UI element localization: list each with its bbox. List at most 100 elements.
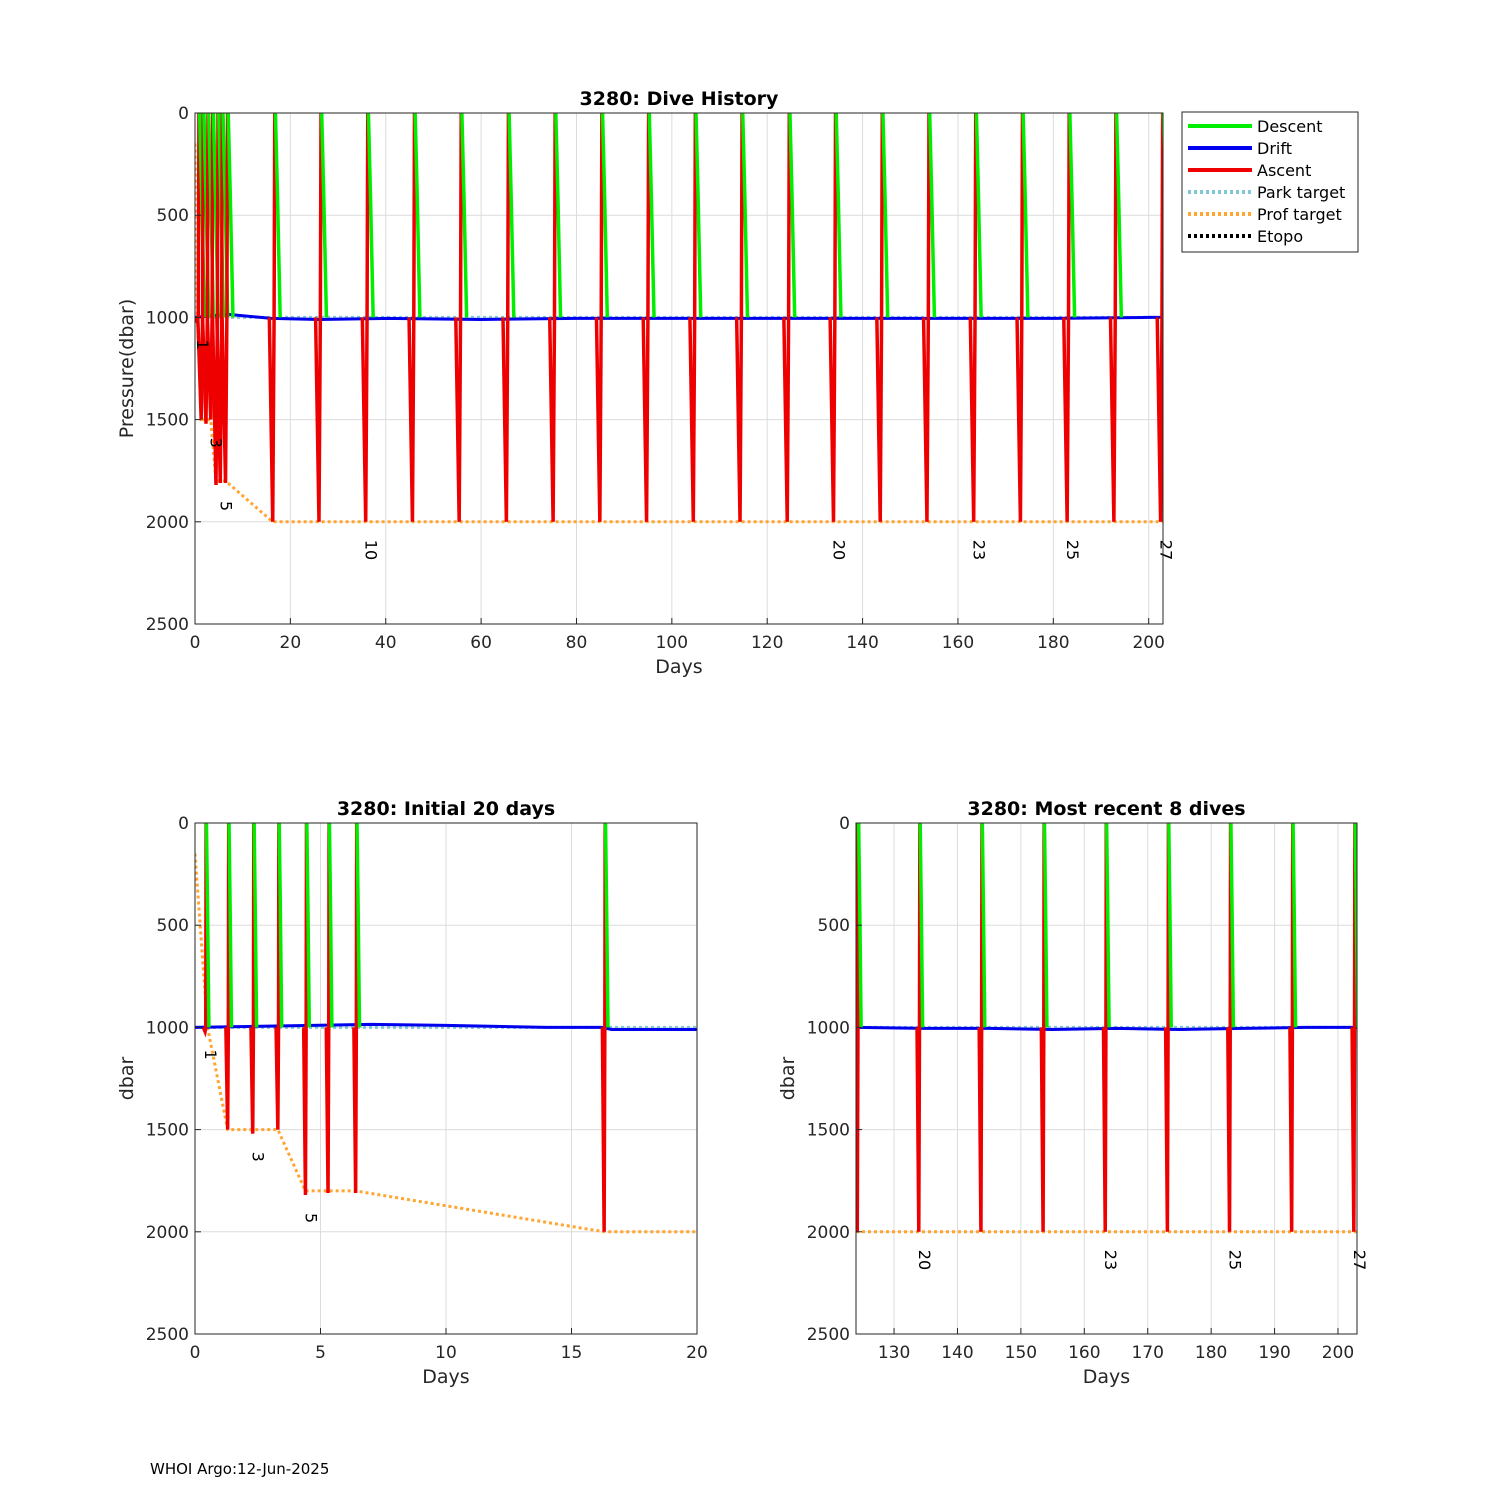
y-tick-label: 2500: [146, 1325, 189, 1345]
x-tick-label: 80: [566, 633, 588, 653]
ascent-profile: [1015, 113, 1025, 522]
y-tick-label: 1500: [146, 1121, 189, 1141]
ascent-profile: [1350, 823, 1357, 1232]
ascent-profile: [501, 113, 511, 522]
ascent-profile: [274, 823, 281, 1130]
x-axis-label: Days: [422, 1366, 469, 1388]
ascent-profile: [968, 113, 978, 522]
y-tick-label: 0: [839, 814, 850, 834]
ascent-profile: [196, 113, 205, 420]
plot-area: [195, 113, 1163, 624]
plot-content: [195, 113, 1163, 524]
x-tick-label: 130: [878, 1343, 910, 1363]
descent-profile: [273, 113, 282, 318]
legend-label: Prof target: [1257, 205, 1342, 224]
x-tick-label: 150: [1005, 1343, 1037, 1363]
descent-profile: [1161, 113, 1163, 171]
descent-profile: [355, 823, 362, 1028]
ascent-profile: [324, 823, 331, 1193]
ascent-profile: [1062, 113, 1071, 522]
plot-content: [195, 823, 697, 1234]
x-tick-label: 100: [656, 633, 688, 653]
y-axis-label: dbar: [116, 1057, 138, 1101]
x-tick-label: 160: [942, 633, 974, 653]
descent-profile: [834, 113, 843, 318]
drift-line: [195, 1022, 697, 1031]
x-tick-label: 200: [1322, 1343, 1354, 1363]
x-tick-label: 40: [375, 633, 397, 653]
ascent-profile: [600, 823, 607, 1232]
y-tick-label: 1000: [146, 1018, 189, 1038]
x-tick-label: 180: [1037, 633, 1069, 653]
descent-profile: [1167, 823, 1173, 1028]
x-tick-label: 60: [470, 633, 492, 653]
cycle-label: 23: [1101, 1250, 1120, 1270]
x-tick-label: 10: [435, 1343, 457, 1363]
descent-profile: [1229, 823, 1236, 1028]
x-tick-label: 180: [1195, 1343, 1227, 1363]
ascent-profile: [915, 823, 922, 1232]
descent-profile: [507, 113, 516, 318]
ascent-profile: [249, 823, 256, 1134]
y-tick-label: 0: [178, 814, 189, 834]
descent-profile: [1114, 113, 1124, 318]
ascent-profile: [200, 113, 210, 424]
legend-label: Park target: [1257, 183, 1345, 202]
chart-initial-20-days: 1 3 5 0 5 10 15 20 0 500 1000 1500 2000 2500 3280: Ini…: [116, 798, 708, 1388]
ascent-profile: [641, 113, 651, 522]
x-tick-label: 120: [751, 633, 783, 653]
descent-profile: [918, 823, 925, 1028]
y-tick-label: 1000: [807, 1018, 850, 1038]
cycle-label: 20: [915, 1250, 934, 1270]
ascent-profile: [210, 113, 220, 486]
legend-label: Ascent: [1257, 161, 1311, 180]
descent-profile: [204, 823, 211, 1028]
prof-target-line: [195, 143, 1163, 524]
ascent-profile: [977, 823, 984, 1232]
legend-box: [1181, 111, 1359, 253]
descent-profile: [927, 113, 937, 318]
x-tick-label: 5: [315, 1343, 326, 1363]
y-tick-label: 2500: [146, 615, 189, 635]
cycle-label: 27: [1157, 540, 1176, 560]
ascent-profile: [594, 113, 604, 522]
x-tick-label: 15: [561, 1343, 583, 1363]
ascent-profile: [215, 113, 225, 483]
cycle-label: 25: [1063, 540, 1082, 560]
y-tick-label: 2000: [807, 1223, 850, 1243]
ascent-profile: [220, 113, 230, 483]
y-tick-label: 500: [157, 206, 189, 226]
y-tick-label: 2500: [807, 1325, 850, 1345]
y-tick-label: 2000: [146, 1223, 189, 1243]
x-tick-label: 0: [190, 1343, 201, 1363]
cycle-label: 27: [1350, 1250, 1369, 1270]
descent-profile: [647, 113, 656, 318]
x-tick-label: 200: [1132, 633, 1164, 653]
chart-title: 3280: Most recent 8 dives: [967, 798, 1245, 820]
ascent-profile: [782, 113, 792, 522]
chart-dive-history: 1 3 5 10 20 23 25 27 0 20 40 60 80 100 120 140 160 180 200…: [116, 88, 1176, 678]
descent-profile: [277, 823, 284, 1028]
ascent-profile: [1108, 113, 1118, 522]
x-tick-label: 0: [190, 633, 201, 653]
descent-profile: [366, 113, 375, 318]
ascent-profile: [205, 113, 215, 420]
x-axis-label: Days: [655, 656, 702, 678]
cycle-label: 5: [216, 501, 235, 511]
ascent-profile: [875, 113, 885, 522]
descent-profile: [227, 823, 234, 1028]
ascent-profile: [1039, 823, 1046, 1232]
x-tick-label: 190: [1258, 1343, 1290, 1363]
x-tick-label: 160: [1068, 1343, 1100, 1363]
ascent-profile: [267, 113, 277, 522]
descent-profile: [1042, 823, 1049, 1028]
ascent-profile: [201, 823, 208, 1038]
ascent-profile: [921, 113, 931, 522]
ascent-profile: [1101, 823, 1109, 1232]
cycle-label: 20: [829, 540, 848, 560]
ascent-profile: [352, 823, 359, 1193]
descent-profile: [974, 113, 983, 318]
descent-profile: [327, 823, 334, 1028]
legend-label: Etopo: [1257, 227, 1303, 246]
